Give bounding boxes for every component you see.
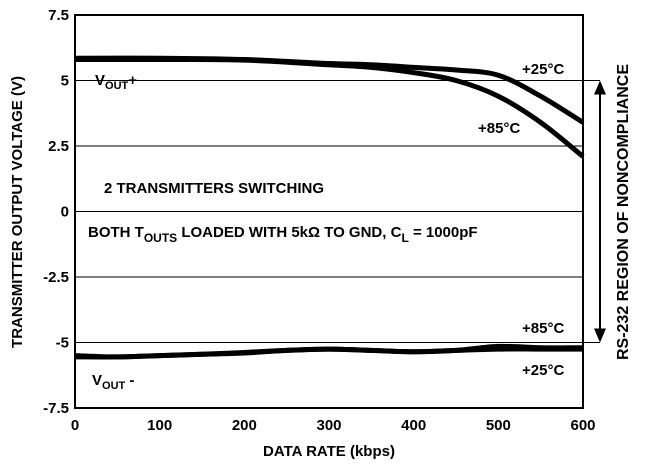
x-tick-label-2: 200 (232, 417, 257, 434)
y-tick-label-5: -5 (56, 335, 69, 352)
switching-note: 2 TRANSMITTERS SWITCHING (104, 180, 324, 197)
y-tick-label-6: -7.5 (43, 400, 69, 417)
series-layer (74, 55, 585, 360)
series-line-vout-3 (74, 346, 583, 360)
y-tick-label-1: 5 (61, 73, 69, 90)
temp-25-bottom-label: +25°C (522, 362, 564, 379)
noncompliance-arrow (594, 80, 606, 343)
y-tick-label-2: 2.5 (48, 138, 69, 155)
plot-frame (74, 14, 584, 409)
y-tick-label-3: 0 (61, 204, 69, 221)
noncompliance-label: RS-232 REGION OF NONCOMPLIANCE (615, 64, 632, 360)
temp-85-top-label: +85°C (478, 120, 520, 137)
noncompliance-arrow-head-up (594, 80, 606, 95)
x-tick-label-6: 600 (570, 417, 595, 434)
x-tick-label-3: 300 (316, 417, 341, 434)
series-line-vout-0 (74, 55, 585, 125)
series-line-vout-1 (74, 56, 585, 159)
noncompliance-arrow-head-down (594, 328, 606, 343)
y-tick-label-4: -2.5 (43, 269, 69, 286)
x-axis-title: DATA RATE (kbps) (263, 443, 395, 460)
y-axis-title: TRANSMITTER OUTPUT VOLTAGE (V) (9, 76, 26, 348)
x-tick-label-1: 100 (147, 417, 172, 434)
temp-25-top-label: +25°C (522, 61, 564, 78)
temp-85-bottom-label: +85°C (522, 320, 564, 337)
y-tick-label-0: 7.5 (48, 7, 69, 24)
x-tick-label-4: 400 (401, 417, 426, 434)
tick-labels: 0 100 200 300 400 500 600 7.5 5 2.5 0 -2.5 -5 -7.5 (43, 7, 595, 434)
vout-plus-label: VOUT+ (95, 72, 137, 92)
x-tick-label-0: 0 (71, 417, 79, 434)
load-note: BOTH TOUTS LOADED WITH 5kΩ TO GND, CL = … (88, 224, 478, 245)
vout-minus-label: VOUT - (92, 372, 134, 392)
x-tick-label-5: 500 (486, 417, 511, 434)
